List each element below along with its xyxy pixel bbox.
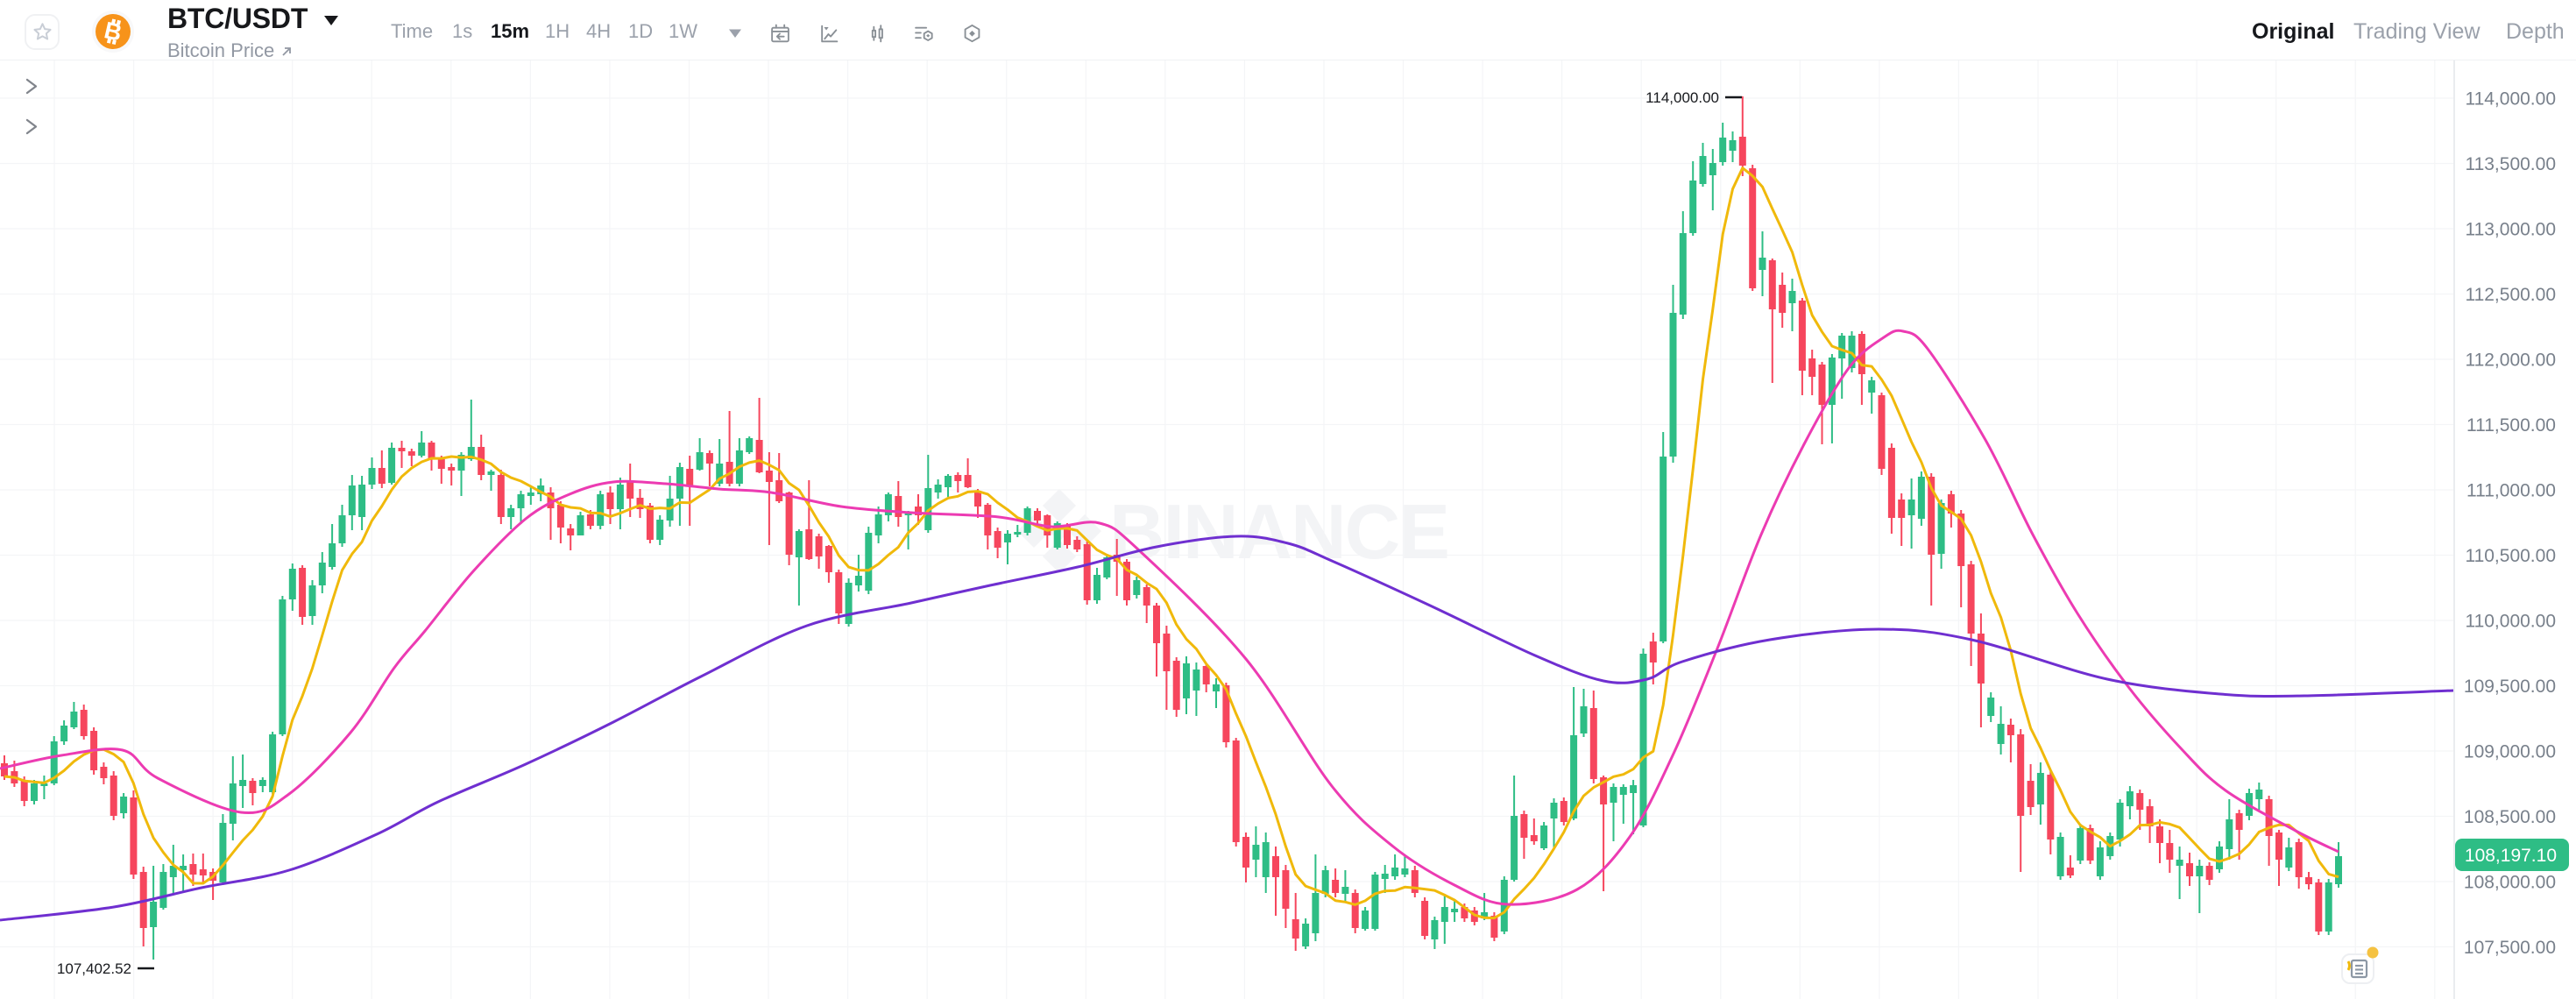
svg-text:107,402.52: 107,402.52 <box>57 960 131 977</box>
svg-text:114,000.00: 114,000.00 <box>2465 89 2556 110</box>
svg-text:111,000.00: 111,000.00 <box>2466 481 2556 501</box>
svg-text:108,197.10: 108,197.10 <box>2465 846 2557 866</box>
svg-text:113,500.00: 113,500.00 <box>2465 154 2556 174</box>
svg-text:BINANCE: BINANCE <box>1109 488 1448 575</box>
svg-text:114,000.00: 114,000.00 <box>1645 89 1719 106</box>
svg-text:110,500.00: 110,500.00 <box>2465 546 2556 566</box>
svg-text:109,500.00: 109,500.00 <box>2464 677 2556 697</box>
svg-text:113,000.00: 113,000.00 <box>2465 220 2556 240</box>
svg-text:110,000.00: 110,000.00 <box>2465 612 2556 632</box>
svg-text:108,500.00: 108,500.00 <box>2464 807 2556 827</box>
svg-text:112,000.00: 112,000.00 <box>2465 351 2556 371</box>
svg-text:107,500.00: 107,500.00 <box>2464 938 2556 958</box>
svg-text:112,500.00: 112,500.00 <box>2465 285 2556 305</box>
svg-text:111,500.00: 111,500.00 <box>2466 415 2556 436</box>
svg-text:109,000.00: 109,000.00 <box>2464 742 2556 762</box>
svg-text:108,000.00: 108,000.00 <box>2464 873 2556 893</box>
